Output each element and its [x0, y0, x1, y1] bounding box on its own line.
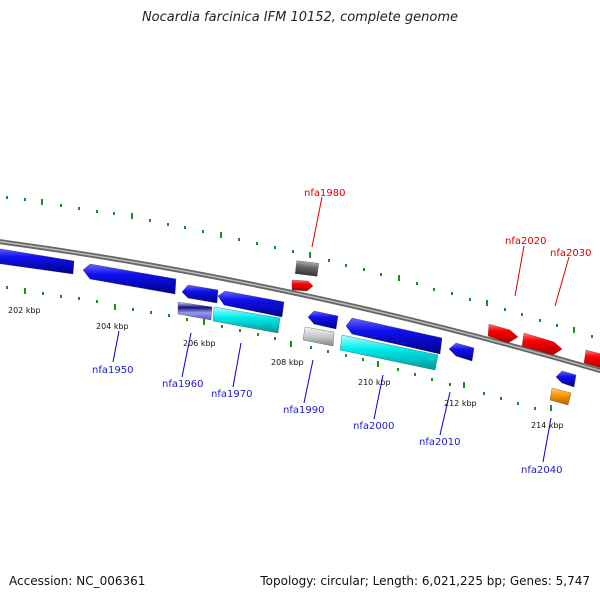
- scale-label: 214 kbp: [531, 421, 564, 430]
- map-title: Nocardia farcinica IFM 10152, complete g…: [141, 10, 459, 25]
- gene-label-nfa2000: nfa2000: [353, 421, 394, 432]
- forward-strand: [291, 260, 600, 368]
- reverse-strand: [0, 248, 577, 388]
- gene-label-nfa2030: nfa2030: [550, 248, 591, 259]
- scale-label: 212 kbp: [444, 399, 477, 408]
- outer-tick-track: [6, 196, 593, 338]
- gene-nfa2030: [521, 332, 563, 356]
- feature-cyan-2: [339, 334, 439, 371]
- gene-nfa1970: [217, 290, 285, 318]
- scale-label: 204 kbp: [96, 322, 129, 331]
- gene-label-nfa1970: nfa1970: [211, 389, 252, 400]
- feature-orange: [549, 387, 572, 406]
- gene-nfa2000: [345, 317, 443, 355]
- gene-label-nfa1960: nfa1960: [162, 379, 203, 390]
- gene-label-nfa1990: nfa1990: [283, 405, 324, 416]
- secondary-features: [177, 301, 572, 406]
- gene-edge-left: [0, 248, 75, 275]
- gene-nfa1960: [181, 284, 219, 304]
- gene-label-nfa2020: nfa2020: [505, 236, 546, 247]
- gene-nfa2040: [555, 370, 577, 388]
- genome-info-label: Topology: circular; Length: 6,021,225 bp…: [260, 574, 590, 588]
- scale-label: 210 kbp: [358, 378, 391, 387]
- inner-tick-track: [6, 286, 552, 411]
- gene-nfa1990: [307, 310, 339, 330]
- gene-label-nfa1950: nfa1950: [92, 365, 133, 376]
- feature-cyan-1: [212, 306, 281, 334]
- scale-label: 208 kbp: [271, 358, 304, 367]
- gene-nfa1980-gray: [295, 260, 319, 277]
- label-leaders: [112, 196, 570, 463]
- gene-nfa2020: [487, 323, 519, 344]
- accession-label: Accession: NC_006361: [9, 574, 146, 588]
- gene-forward-edge: [583, 349, 600, 368]
- scale-label: 206 kbp: [183, 339, 216, 348]
- gene-label-nfa1980: nfa1980: [304, 188, 345, 199]
- feature-purple: [177, 301, 213, 321]
- gene-label-nfa2040: nfa2040: [521, 465, 562, 476]
- scale-label: 202 kbp: [8, 306, 41, 315]
- gene-label-nfa2010: nfa2010: [419, 437, 460, 448]
- gene-nfa1980: [291, 279, 314, 292]
- genome-backbone: [0, 239, 600, 374]
- gene-nfa1950: [82, 263, 177, 295]
- gene-nfa2010: [448, 342, 475, 362]
- feature-lightgray: [302, 326, 335, 347]
